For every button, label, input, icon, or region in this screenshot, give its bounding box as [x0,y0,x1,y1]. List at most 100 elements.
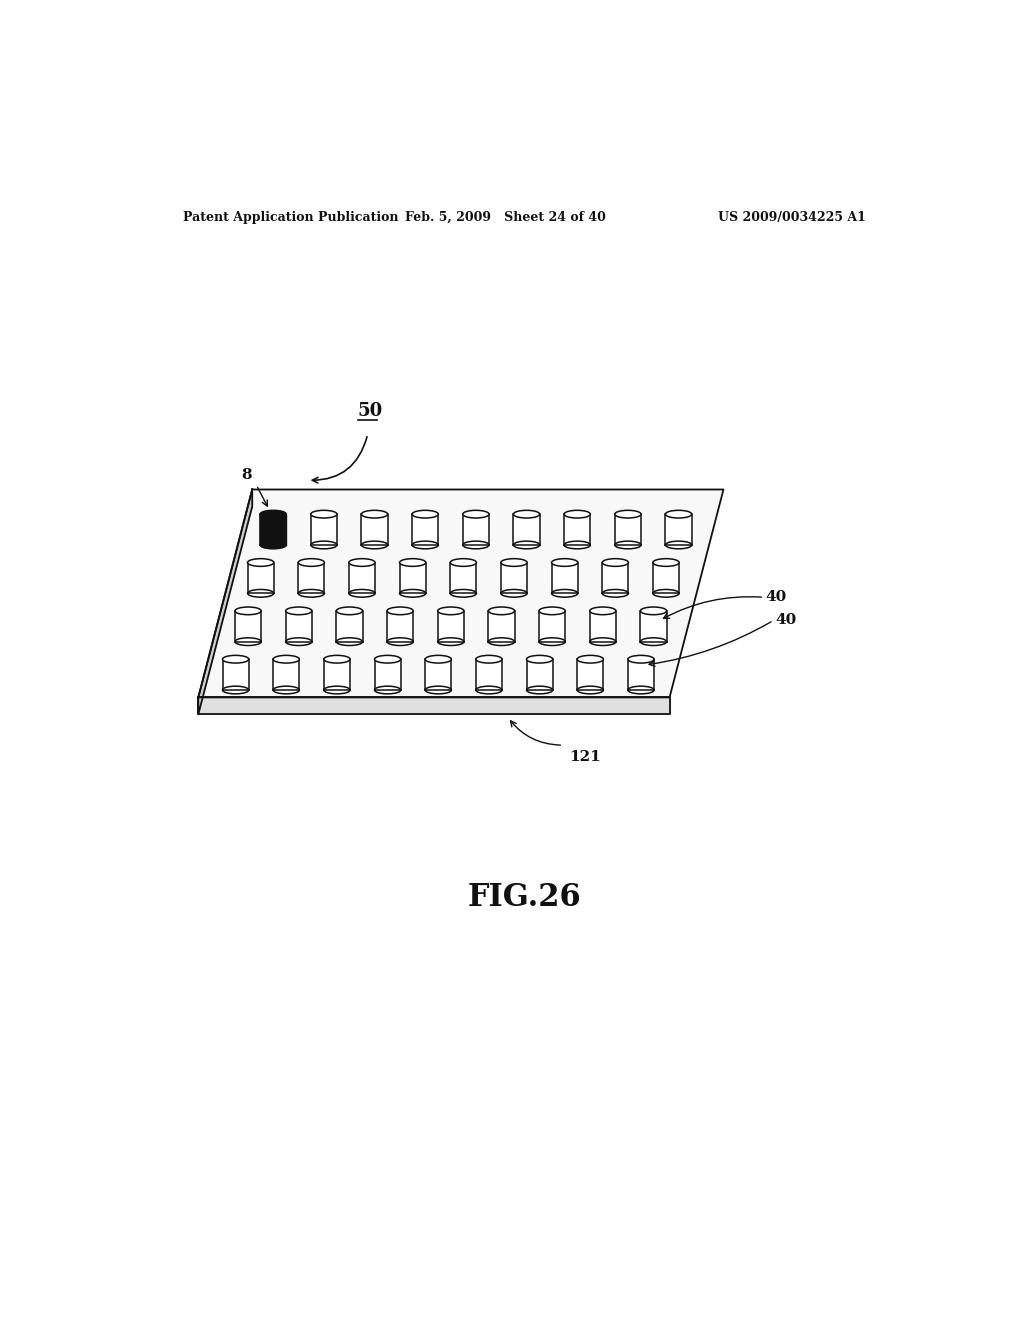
Polygon shape [614,515,641,545]
Ellipse shape [488,638,515,645]
Ellipse shape [552,590,578,597]
Ellipse shape [590,607,615,615]
Polygon shape [653,562,679,593]
Polygon shape [476,659,502,690]
Polygon shape [222,659,249,690]
Polygon shape [399,562,426,593]
Ellipse shape [324,655,350,663]
Polygon shape [387,611,414,642]
Ellipse shape [564,541,590,549]
Ellipse shape [375,686,400,694]
Polygon shape [324,659,350,690]
Ellipse shape [578,686,603,694]
Ellipse shape [513,511,540,517]
Text: 8: 8 [241,467,252,482]
Polygon shape [552,562,578,593]
Ellipse shape [425,655,452,663]
Ellipse shape [236,638,261,645]
Ellipse shape [399,590,426,597]
Ellipse shape [640,607,667,615]
Ellipse shape [602,558,629,566]
Ellipse shape [488,607,515,615]
Polygon shape [273,659,299,690]
Ellipse shape [236,607,261,615]
Text: 40: 40 [766,590,787,605]
Ellipse shape [324,686,350,694]
Polygon shape [412,515,438,545]
Ellipse shape [552,558,578,566]
Ellipse shape [399,558,426,566]
Polygon shape [463,515,489,545]
Ellipse shape [387,638,414,645]
Ellipse shape [310,511,337,517]
Ellipse shape [361,511,388,517]
Text: 40: 40 [775,614,797,627]
Ellipse shape [361,541,388,549]
Ellipse shape [666,541,691,549]
Ellipse shape [526,655,553,663]
Polygon shape [349,562,375,593]
Ellipse shape [653,558,679,566]
Polygon shape [666,515,691,545]
Text: Feb. 5, 2009   Sheet 24 of 40: Feb. 5, 2009 Sheet 24 of 40 [406,211,606,224]
Polygon shape [425,659,452,690]
Ellipse shape [628,655,654,663]
Polygon shape [437,611,464,642]
Polygon shape [526,659,553,690]
Ellipse shape [476,686,502,694]
Ellipse shape [463,541,489,549]
Ellipse shape [273,655,299,663]
Ellipse shape [310,541,337,549]
Ellipse shape [614,541,641,549]
Polygon shape [286,611,312,642]
Ellipse shape [666,511,691,517]
Ellipse shape [387,607,414,615]
Polygon shape [199,490,252,714]
Ellipse shape [425,686,452,694]
Ellipse shape [451,558,476,566]
Ellipse shape [501,590,527,597]
Ellipse shape [222,655,249,663]
Text: FIG.26: FIG.26 [468,882,582,913]
Polygon shape [236,611,261,642]
Ellipse shape [602,590,629,597]
Ellipse shape [451,590,476,597]
Ellipse shape [412,541,438,549]
Ellipse shape [513,541,540,549]
Polygon shape [602,562,629,593]
Ellipse shape [539,607,565,615]
Ellipse shape [286,607,312,615]
Ellipse shape [476,655,502,663]
Polygon shape [199,697,670,714]
Ellipse shape [501,558,527,566]
Ellipse shape [260,541,287,549]
Ellipse shape [614,511,641,517]
Ellipse shape [349,590,375,597]
Ellipse shape [640,638,667,645]
Ellipse shape [248,590,273,597]
Ellipse shape [564,511,590,517]
Polygon shape [451,562,476,593]
Polygon shape [513,515,540,545]
Ellipse shape [628,686,654,694]
Ellipse shape [286,638,312,645]
Ellipse shape [222,686,249,694]
Ellipse shape [437,638,464,645]
Ellipse shape [653,590,679,597]
Polygon shape [640,611,667,642]
Ellipse shape [349,558,375,566]
Text: US 2009/0034225 A1: US 2009/0034225 A1 [718,211,866,224]
Polygon shape [336,611,362,642]
Ellipse shape [437,607,464,615]
Ellipse shape [539,638,565,645]
Ellipse shape [590,638,615,645]
Polygon shape [488,611,515,642]
Polygon shape [361,515,388,545]
Ellipse shape [578,655,603,663]
Polygon shape [501,562,527,593]
Polygon shape [628,659,654,690]
Ellipse shape [463,511,489,517]
Polygon shape [539,611,565,642]
Ellipse shape [298,558,325,566]
Polygon shape [248,562,273,593]
